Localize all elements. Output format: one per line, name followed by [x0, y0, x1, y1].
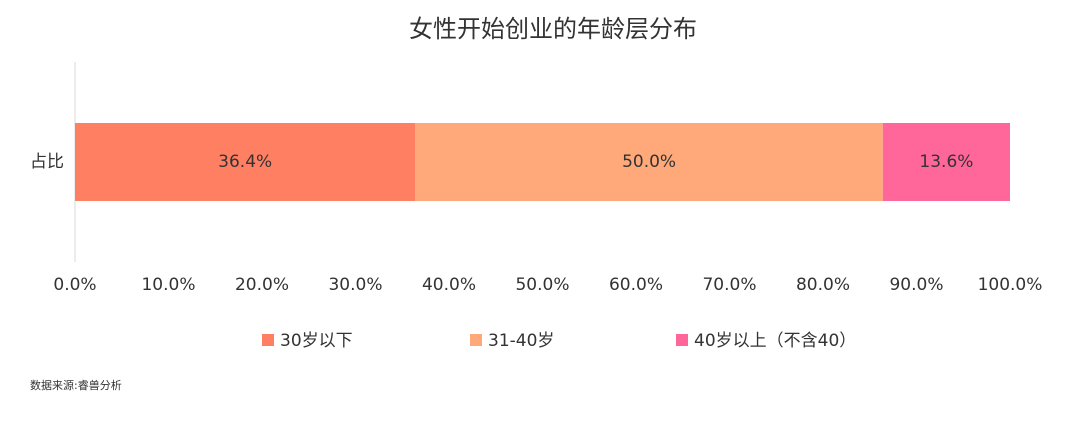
chart-title: 女性开始创业的年龄层分布 — [409, 15, 697, 43]
bar-segment — [882, 123, 1010, 201]
bar-segment — [75, 123, 416, 201]
x-tick-label: 0.0% — [53, 275, 96, 295]
x-tick-label: 70.0% — [702, 275, 756, 295]
source-note: 数据来源:睿兽分析 — [30, 378, 122, 392]
legend-swatch — [470, 334, 482, 346]
legend-label: 31-40岁 — [488, 331, 554, 351]
y-tick-label: 占比 — [30, 152, 64, 172]
x-tick-label: 90.0% — [889, 275, 943, 295]
data-label: 13.6% — [919, 152, 973, 172]
x-tick-label: 10.0% — [141, 275, 195, 295]
legend-swatch — [676, 334, 688, 346]
data-label: 50.0% — [622, 152, 676, 172]
x-tick-label: 60.0% — [609, 275, 663, 295]
x-tick-label: 80.0% — [796, 275, 850, 295]
x-tick-label: 50.0% — [515, 275, 569, 295]
bar-segment — [415, 123, 883, 201]
legend-swatch — [262, 334, 274, 346]
x-tick-label: 30.0% — [328, 275, 382, 295]
x-tick-label: 20.0% — [235, 275, 289, 295]
x-tick-label: 100.0% — [978, 275, 1043, 295]
legend-label: 30岁以下 — [280, 331, 353, 351]
legend-label: 40岁以上（不含40） — [694, 331, 856, 351]
x-tick-label: 40.0% — [422, 275, 476, 295]
data-label: 36.4% — [218, 152, 272, 172]
